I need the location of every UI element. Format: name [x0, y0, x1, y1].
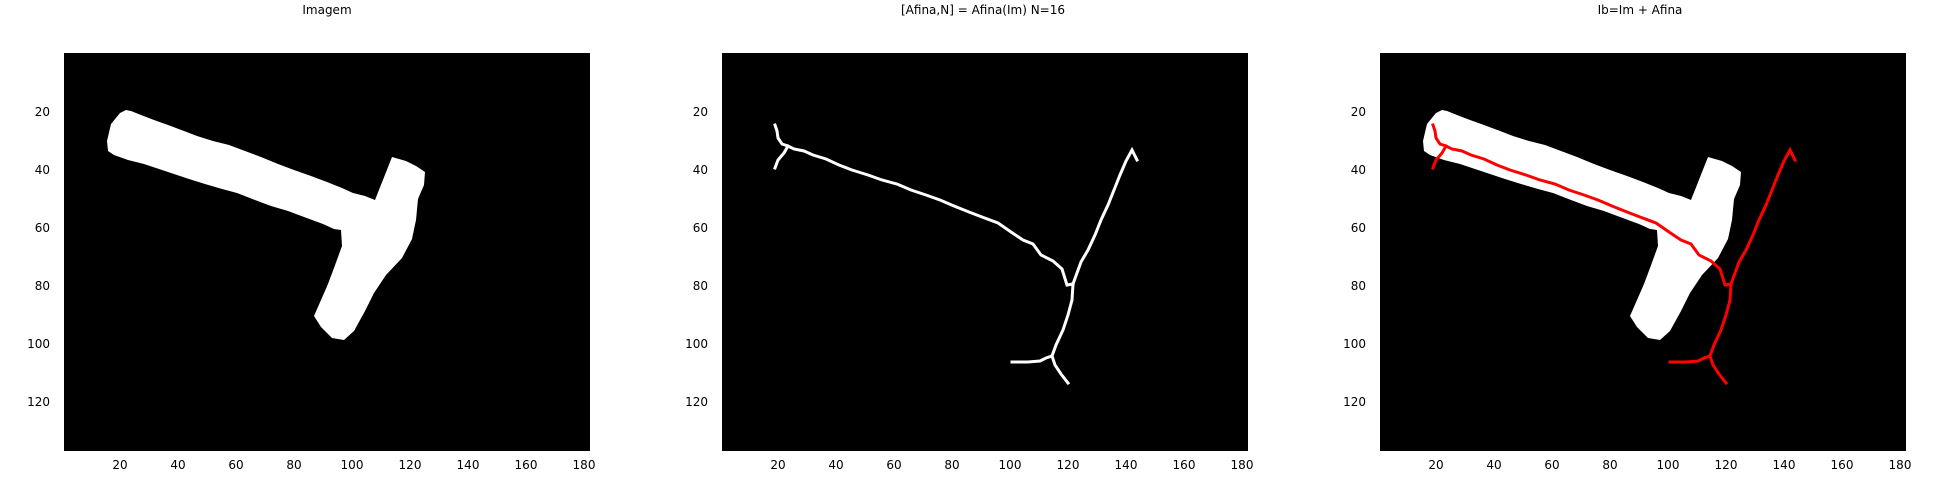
- y-tick-label: 100: [685, 337, 708, 351]
- x-tick-label: 180: [1231, 458, 1254, 472]
- x-tick-label: 20: [1428, 458, 1443, 472]
- skeleton-left-spur: [773, 143, 791, 170]
- skeleton-right-arm: [1729, 146, 1798, 286]
- y-tick-label: 40: [1351, 163, 1366, 177]
- y-tick-label: 60: [35, 221, 50, 235]
- x-tick-label: 140: [1115, 458, 1138, 472]
- skeleton-image: [773, 123, 1140, 386]
- skeleton-lower-arm: [1010, 282, 1075, 364]
- x-tick-label: 180: [1889, 458, 1912, 472]
- y-tick-label: 120: [1343, 395, 1366, 409]
- x-tick-label: 80: [286, 458, 301, 472]
- x-tick-label: 60: [886, 458, 901, 472]
- binary-shape-image: [107, 110, 425, 340]
- x-tick-label: 80: [1602, 458, 1617, 472]
- x-tick-label: 160: [1831, 458, 1854, 472]
- x-tick-label: 160: [1173, 458, 1196, 472]
- x-axis: 20 40 60 80 100 120 140 160 180: [112, 458, 595, 472]
- image-background: [64, 53, 590, 451]
- y-axis: 20 40 60 80 100 120: [27, 105, 50, 409]
- x-tick-label: 120: [399, 458, 422, 472]
- skeleton-main-branch: [1431, 123, 1733, 287]
- skeleton-lower-spur: [1050, 354, 1071, 386]
- y-axis: 20 40 60 80 100 120: [1343, 105, 1366, 409]
- x-tick-label: 100: [1657, 458, 1680, 472]
- y-tick-label: 60: [1351, 221, 1366, 235]
- panel-imagem: Imagem 20 40 60 80 100 120 140 160 180 2…: [27, 3, 595, 472]
- x-tick-label: 120: [1715, 458, 1738, 472]
- image-axes: [722, 53, 1248, 451]
- skeleton-main-branch: [773, 123, 1075, 287]
- skeleton-overlay: [1431, 123, 1798, 386]
- y-tick-label: 40: [35, 163, 50, 177]
- y-tick-label: 20: [693, 105, 708, 119]
- x-tick-label: 180: [573, 458, 596, 472]
- y-tick-label: 80: [693, 279, 708, 293]
- y-tick-label: 60: [693, 221, 708, 235]
- x-tick-label: 100: [999, 458, 1022, 472]
- panel-afina: [Afina,N] = Afina(Im) N=16 20 40 60 80 1…: [685, 3, 1253, 472]
- x-tick-label: 100: [341, 458, 364, 472]
- panel-title: Imagem: [302, 3, 351, 17]
- y-tick-label: 20: [1351, 105, 1366, 119]
- x-tick-label: 60: [1544, 458, 1559, 472]
- skeleton-lower-arm: [1668, 282, 1733, 364]
- image-axes: [64, 53, 590, 451]
- skeleton-lower-spur: [1708, 354, 1729, 386]
- y-tick-label: 20: [35, 105, 50, 119]
- y-tick-label: 40: [693, 163, 708, 177]
- image-background: [1380, 53, 1906, 451]
- skeleton-left-spur: [1431, 143, 1449, 170]
- x-tick-label: 20: [770, 458, 785, 472]
- x-tick-label: 120: [1057, 458, 1080, 472]
- x-axis: 20 40 60 80 100 120 140 160 180: [770, 458, 1253, 472]
- panel-title: [Afina,N] = Afina(Im) N=16: [901, 3, 1065, 17]
- x-tick-label: 40: [1486, 458, 1501, 472]
- x-tick-label: 160: [515, 458, 538, 472]
- bar-shape: [107, 110, 425, 340]
- y-tick-label: 120: [685, 395, 708, 409]
- x-tick-label: 60: [228, 458, 243, 472]
- x-tick-label: 20: [112, 458, 127, 472]
- x-tick-label: 80: [944, 458, 959, 472]
- y-tick-label: 100: [27, 337, 50, 351]
- x-tick-label: 140: [1773, 458, 1796, 472]
- skeleton-right-arm: [1071, 146, 1140, 286]
- x-tick-label: 40: [170, 458, 185, 472]
- y-axis: 20 40 60 80 100 120: [685, 105, 708, 409]
- x-axis: 20 40 60 80 100 120 140 160 180: [1428, 458, 1911, 472]
- image-background: [722, 53, 1248, 451]
- y-tick-label: 120: [27, 395, 50, 409]
- image-axes: [1380, 53, 1906, 451]
- y-tick-label: 80: [1351, 279, 1366, 293]
- panel-title: Ib=Im + Afina: [1598, 3, 1683, 17]
- panel-ib: Ib=Im + Afina 20 40 60 80 100: [1343, 3, 1911, 472]
- y-tick-label: 100: [1343, 337, 1366, 351]
- y-tick-label: 80: [35, 279, 50, 293]
- x-tick-label: 40: [828, 458, 843, 472]
- x-tick-label: 140: [457, 458, 480, 472]
